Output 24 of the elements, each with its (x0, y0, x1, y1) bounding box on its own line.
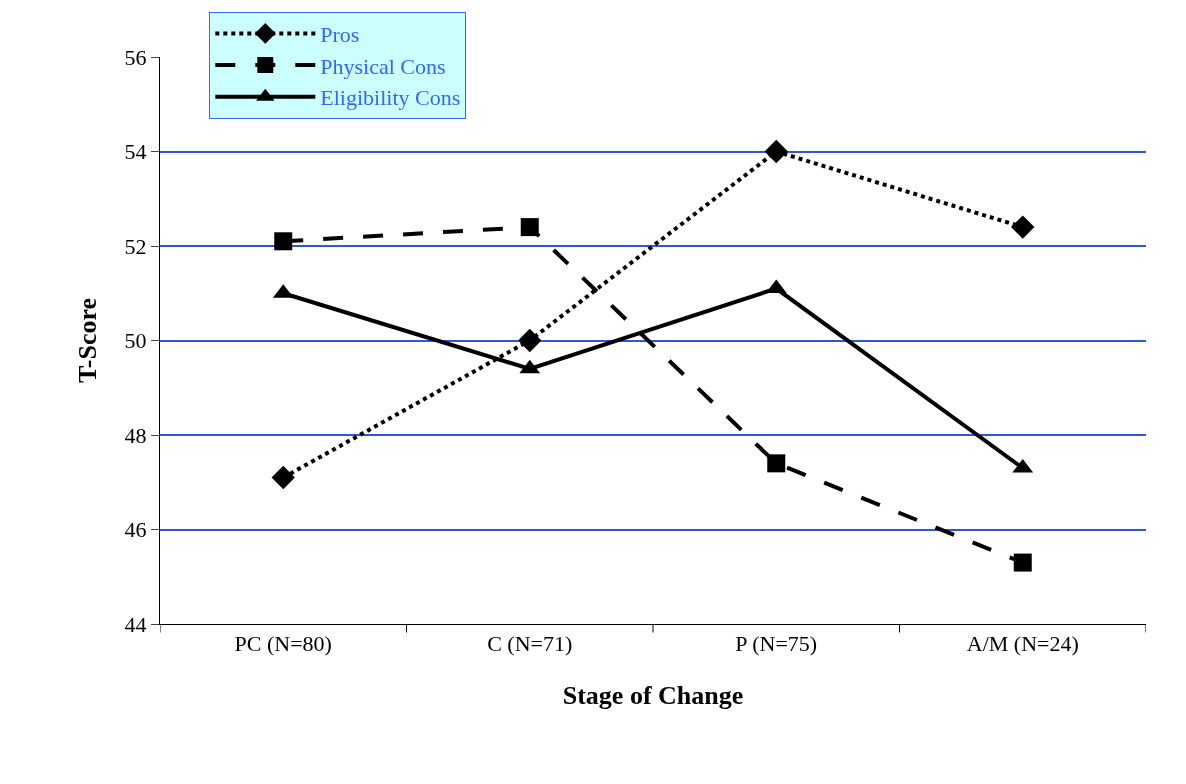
y-tick-label: 52 (124, 233, 147, 259)
x-tick-label: PC (N=80) (234, 631, 332, 657)
y-axis-title: T-Score (73, 297, 102, 384)
legend-label: Pros (320, 22, 360, 48)
point (767, 454, 786, 473)
legend-label: Eligibility Cons (320, 85, 461, 111)
legend-label: Physical Cons (320, 53, 446, 79)
y-tick-label: 54 (124, 139, 147, 165)
point (274, 232, 293, 251)
point (518, 328, 542, 353)
point (271, 465, 295, 490)
x-tick-label: C (N=71) (487, 631, 573, 657)
y-tick-label: 46 (124, 517, 147, 543)
point (764, 139, 788, 164)
point (1011, 215, 1035, 239)
y-tick-label: 44 (124, 611, 147, 637)
y-tick-label: 50 (124, 328, 147, 354)
x-tick-label: A/M (N=24) (966, 631, 1079, 657)
y-tick-label: 56 (124, 44, 147, 70)
x-axis-title: Stage of Change (562, 681, 744, 711)
y-tick-label: 48 (124, 422, 147, 448)
point (520, 218, 539, 237)
point (1013, 553, 1032, 572)
x-tick-label: P (N=75) (735, 631, 818, 657)
